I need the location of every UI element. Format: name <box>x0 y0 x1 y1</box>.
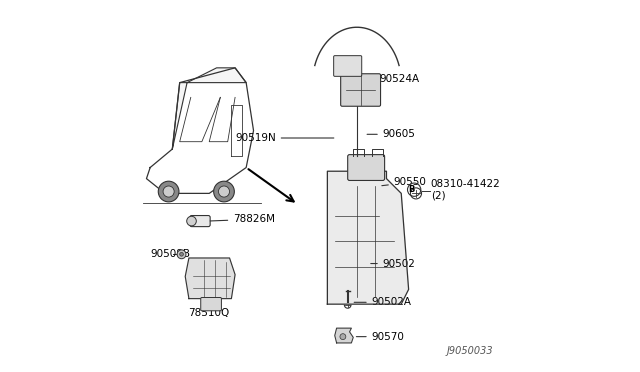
Text: 78826M: 78826M <box>210 214 275 224</box>
Text: 90502A: 90502A <box>354 297 412 307</box>
Circle shape <box>177 250 186 259</box>
Text: J9050033: J9050033 <box>447 346 493 356</box>
Circle shape <box>218 186 230 197</box>
Text: 90550: 90550 <box>382 177 427 187</box>
Polygon shape <box>328 171 408 304</box>
FancyBboxPatch shape <box>190 215 210 227</box>
Text: 90519N: 90519N <box>235 133 334 143</box>
Text: 90605: 90605 <box>367 129 415 139</box>
Circle shape <box>214 181 234 202</box>
Text: 90508B: 90508B <box>150 249 190 259</box>
Polygon shape <box>335 328 353 343</box>
Circle shape <box>340 334 346 340</box>
FancyBboxPatch shape <box>333 56 362 76</box>
Circle shape <box>158 181 179 202</box>
Circle shape <box>187 216 196 226</box>
FancyBboxPatch shape <box>340 74 381 106</box>
FancyBboxPatch shape <box>201 298 221 311</box>
Text: 08310-41422
(2): 08310-41422 (2) <box>431 179 500 201</box>
Text: 78510Q: 78510Q <box>189 301 230 318</box>
Text: B: B <box>408 185 415 194</box>
Circle shape <box>163 186 174 197</box>
Circle shape <box>180 253 184 256</box>
Text: 90502: 90502 <box>371 259 415 269</box>
FancyBboxPatch shape <box>348 155 385 180</box>
Text: 90524A: 90524A <box>360 74 419 89</box>
Polygon shape <box>185 258 235 299</box>
Polygon shape <box>172 68 246 149</box>
Text: 90570: 90570 <box>356 332 404 341</box>
